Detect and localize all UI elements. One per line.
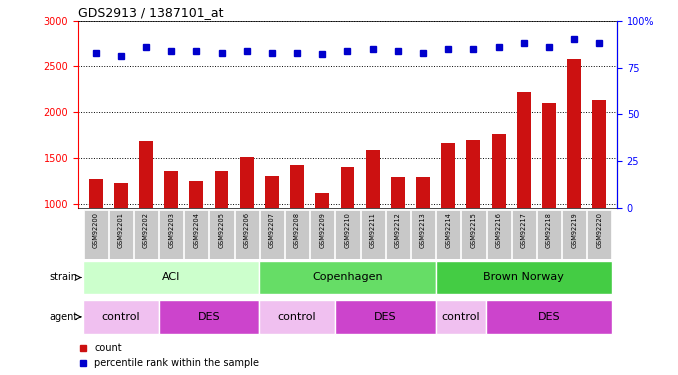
Text: GSM92215: GSM92215 — [471, 212, 477, 248]
Bar — [441, 143, 455, 208]
FancyBboxPatch shape — [83, 300, 159, 334]
Text: GSM92216: GSM92216 — [496, 212, 502, 248]
Bar — [215, 171, 228, 208]
Text: ACI: ACI — [162, 273, 180, 282]
FancyBboxPatch shape — [285, 210, 309, 259]
FancyBboxPatch shape — [461, 210, 485, 259]
FancyBboxPatch shape — [108, 210, 133, 259]
Bar — [189, 181, 203, 208]
FancyBboxPatch shape — [512, 210, 536, 259]
FancyBboxPatch shape — [486, 300, 612, 334]
Text: GSM92205: GSM92205 — [218, 212, 224, 248]
FancyBboxPatch shape — [335, 300, 436, 334]
Text: GSM92213: GSM92213 — [420, 212, 426, 248]
Text: GSM92201: GSM92201 — [118, 212, 124, 248]
Text: control: control — [102, 312, 140, 322]
Text: DES: DES — [374, 312, 397, 322]
Bar — [290, 165, 304, 208]
Bar — [365, 150, 380, 208]
FancyBboxPatch shape — [336, 210, 359, 259]
Text: GSM92204: GSM92204 — [193, 212, 199, 248]
FancyBboxPatch shape — [184, 210, 208, 259]
Text: GSM92203: GSM92203 — [168, 212, 174, 248]
Bar — [240, 158, 254, 208]
Text: GSM92220: GSM92220 — [597, 212, 602, 248]
Text: GDS2913 / 1387101_at: GDS2913 / 1387101_at — [78, 6, 224, 20]
FancyBboxPatch shape — [260, 210, 284, 259]
FancyBboxPatch shape — [159, 210, 183, 259]
FancyBboxPatch shape — [259, 300, 335, 334]
Bar — [265, 176, 279, 208]
Text: GSM92209: GSM92209 — [319, 212, 325, 248]
FancyBboxPatch shape — [134, 210, 158, 259]
Bar — [114, 183, 127, 208]
Text: GSM92210: GSM92210 — [344, 212, 351, 248]
Bar — [567, 59, 581, 208]
FancyBboxPatch shape — [411, 210, 435, 259]
FancyBboxPatch shape — [487, 210, 511, 259]
Bar — [391, 177, 405, 208]
Text: percentile rank within the sample: percentile rank within the sample — [94, 358, 259, 368]
Text: control: control — [441, 312, 480, 322]
Text: GSM92202: GSM92202 — [143, 212, 149, 248]
Text: Brown Norway: Brown Norway — [483, 273, 564, 282]
FancyBboxPatch shape — [235, 210, 259, 259]
Text: GSM92219: GSM92219 — [571, 212, 577, 248]
Text: GSM92212: GSM92212 — [395, 212, 401, 248]
FancyBboxPatch shape — [436, 300, 486, 334]
Text: GSM92206: GSM92206 — [243, 212, 250, 248]
FancyBboxPatch shape — [587, 210, 612, 259]
Bar — [164, 171, 178, 208]
FancyBboxPatch shape — [361, 210, 384, 259]
FancyBboxPatch shape — [83, 210, 108, 259]
Text: Copenhagen: Copenhagen — [312, 273, 383, 282]
Bar — [517, 92, 531, 208]
Text: GSM92200: GSM92200 — [93, 212, 98, 248]
Text: GSM92217: GSM92217 — [521, 212, 527, 248]
Bar — [416, 177, 430, 208]
FancyBboxPatch shape — [537, 210, 561, 259]
FancyBboxPatch shape — [259, 261, 436, 294]
Text: GSM92218: GSM92218 — [546, 212, 552, 248]
FancyBboxPatch shape — [386, 210, 410, 259]
FancyBboxPatch shape — [436, 261, 612, 294]
FancyBboxPatch shape — [311, 210, 334, 259]
Bar — [315, 193, 330, 208]
Bar — [492, 134, 506, 208]
Text: strain: strain — [49, 273, 77, 282]
Bar — [340, 167, 355, 208]
Text: DES: DES — [197, 312, 220, 322]
FancyBboxPatch shape — [562, 210, 586, 259]
Text: count: count — [94, 343, 122, 352]
Bar — [139, 141, 153, 208]
Text: GSM92214: GSM92214 — [445, 212, 452, 248]
Bar — [89, 179, 102, 208]
FancyBboxPatch shape — [436, 210, 460, 259]
Text: DES: DES — [538, 312, 560, 322]
Text: GSM92207: GSM92207 — [269, 212, 275, 248]
Bar — [466, 140, 480, 208]
FancyBboxPatch shape — [159, 300, 259, 334]
FancyBboxPatch shape — [210, 210, 234, 259]
Text: GSM92211: GSM92211 — [370, 212, 376, 248]
Text: GSM92208: GSM92208 — [294, 212, 300, 248]
Text: agent: agent — [49, 312, 77, 322]
Bar — [593, 100, 606, 208]
Bar — [542, 103, 556, 208]
Text: control: control — [278, 312, 317, 322]
FancyBboxPatch shape — [83, 261, 259, 294]
